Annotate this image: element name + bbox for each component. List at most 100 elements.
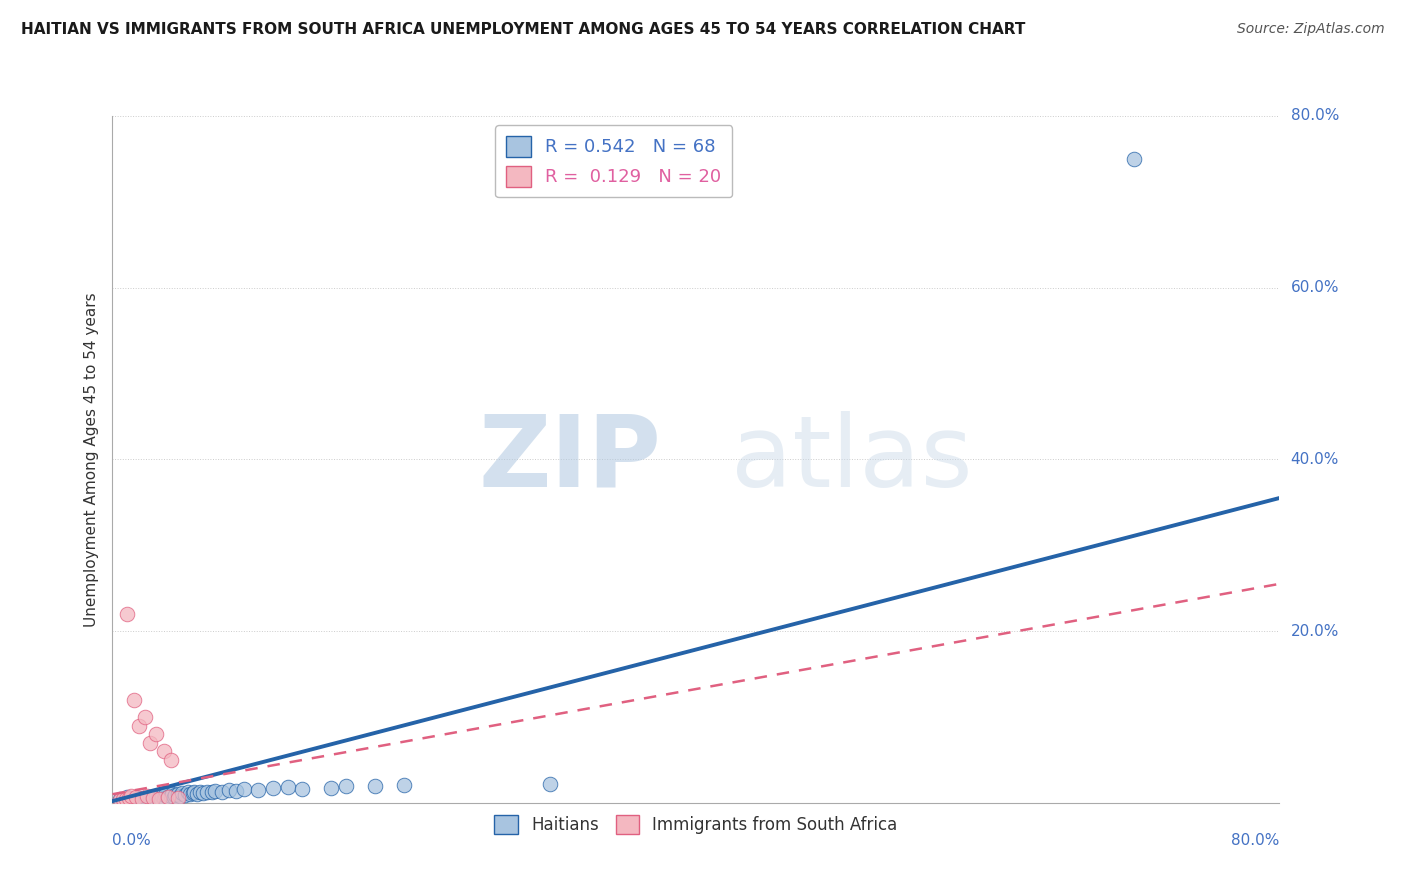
Point xyxy=(218,783,240,797)
Text: 80.0%: 80.0% xyxy=(1232,833,1279,848)
Text: HAITIAN VS IMMIGRANTS FROM SOUTH AFRICA UNEMPLOYMENT AMONG AGES 45 TO 54 YEARS C: HAITIAN VS IMMIGRANTS FROM SOUTH AFRICA … xyxy=(21,22,1025,37)
Point xyxy=(134,710,156,724)
Point xyxy=(142,792,165,806)
Point xyxy=(128,793,150,807)
Point xyxy=(141,791,163,805)
Point xyxy=(232,782,254,797)
Point xyxy=(138,791,160,805)
Point xyxy=(1122,152,1144,166)
Text: 0.0%: 0.0% xyxy=(112,833,152,848)
Point xyxy=(177,785,200,799)
Point xyxy=(364,780,387,794)
Point xyxy=(179,787,201,801)
Point xyxy=(148,791,170,805)
Point xyxy=(156,789,179,804)
Point xyxy=(195,784,218,798)
Point xyxy=(148,789,170,804)
Point xyxy=(136,792,159,806)
Point xyxy=(134,793,156,807)
Point xyxy=(152,790,174,805)
Point xyxy=(111,793,134,807)
Legend: Haitians, Immigrants from South Africa: Haitians, Immigrants from South Africa xyxy=(486,806,905,843)
Point xyxy=(146,790,169,805)
Point xyxy=(108,791,131,805)
Text: 40.0%: 40.0% xyxy=(1291,452,1339,467)
Point xyxy=(335,779,357,793)
Point xyxy=(145,791,167,805)
Y-axis label: Unemployment Among Ages 45 to 54 years: Unemployment Among Ages 45 to 54 years xyxy=(83,292,98,627)
Text: 60.0%: 60.0% xyxy=(1291,280,1339,295)
Point xyxy=(145,727,167,741)
Text: Source: ZipAtlas.com: Source: ZipAtlas.com xyxy=(1237,22,1385,37)
Point xyxy=(181,786,204,800)
Point xyxy=(124,794,146,808)
Point xyxy=(165,788,187,802)
Point xyxy=(183,784,205,798)
Point xyxy=(115,794,138,808)
Point xyxy=(114,792,136,806)
Point xyxy=(131,791,153,805)
Point xyxy=(172,786,194,800)
Point xyxy=(108,793,131,807)
Point xyxy=(162,787,184,801)
Point xyxy=(115,607,138,621)
Point xyxy=(139,736,162,750)
Point xyxy=(115,789,138,804)
Text: ZIP: ZIP xyxy=(478,411,661,508)
Point xyxy=(135,790,157,805)
Point xyxy=(122,791,145,805)
Point xyxy=(118,793,141,807)
Point xyxy=(120,792,142,806)
Point xyxy=(225,784,247,798)
Point xyxy=(125,789,148,804)
Point xyxy=(291,782,314,797)
Point xyxy=(120,789,142,803)
Point xyxy=(167,787,190,801)
Point xyxy=(262,781,284,796)
Point xyxy=(112,791,135,805)
Point xyxy=(124,692,146,706)
Point xyxy=(276,780,298,795)
Point xyxy=(139,790,162,805)
Point xyxy=(132,792,155,806)
Point xyxy=(136,789,159,803)
Point xyxy=(167,790,190,805)
Point xyxy=(160,789,183,803)
Point xyxy=(174,788,197,802)
Point xyxy=(138,793,160,807)
Point xyxy=(129,790,152,805)
Point xyxy=(125,793,148,807)
Text: 20.0%: 20.0% xyxy=(1291,624,1339,639)
Point xyxy=(142,790,165,805)
Point xyxy=(160,753,183,767)
Point xyxy=(150,789,173,803)
Point xyxy=(145,789,167,803)
Text: 80.0%: 80.0% xyxy=(1291,109,1339,123)
Text: atlas: atlas xyxy=(731,411,973,508)
Point xyxy=(127,791,149,805)
Point xyxy=(191,786,214,800)
Point xyxy=(247,783,270,797)
Point xyxy=(117,790,139,805)
Point xyxy=(131,791,153,805)
Point xyxy=(152,744,174,758)
Point xyxy=(188,785,211,799)
Point xyxy=(124,792,146,806)
Point xyxy=(149,791,172,805)
Point xyxy=(186,787,208,801)
Point xyxy=(131,793,153,807)
Point xyxy=(201,785,224,799)
Point xyxy=(538,777,561,791)
Point xyxy=(169,789,191,803)
Point xyxy=(211,784,233,798)
Point xyxy=(204,784,226,798)
Point xyxy=(128,718,150,732)
Point xyxy=(128,792,150,806)
Point xyxy=(394,778,416,792)
Point xyxy=(163,789,186,804)
Point xyxy=(153,788,176,802)
Point xyxy=(111,791,134,805)
Point xyxy=(321,781,343,796)
Point xyxy=(142,789,165,804)
Point xyxy=(156,789,179,804)
